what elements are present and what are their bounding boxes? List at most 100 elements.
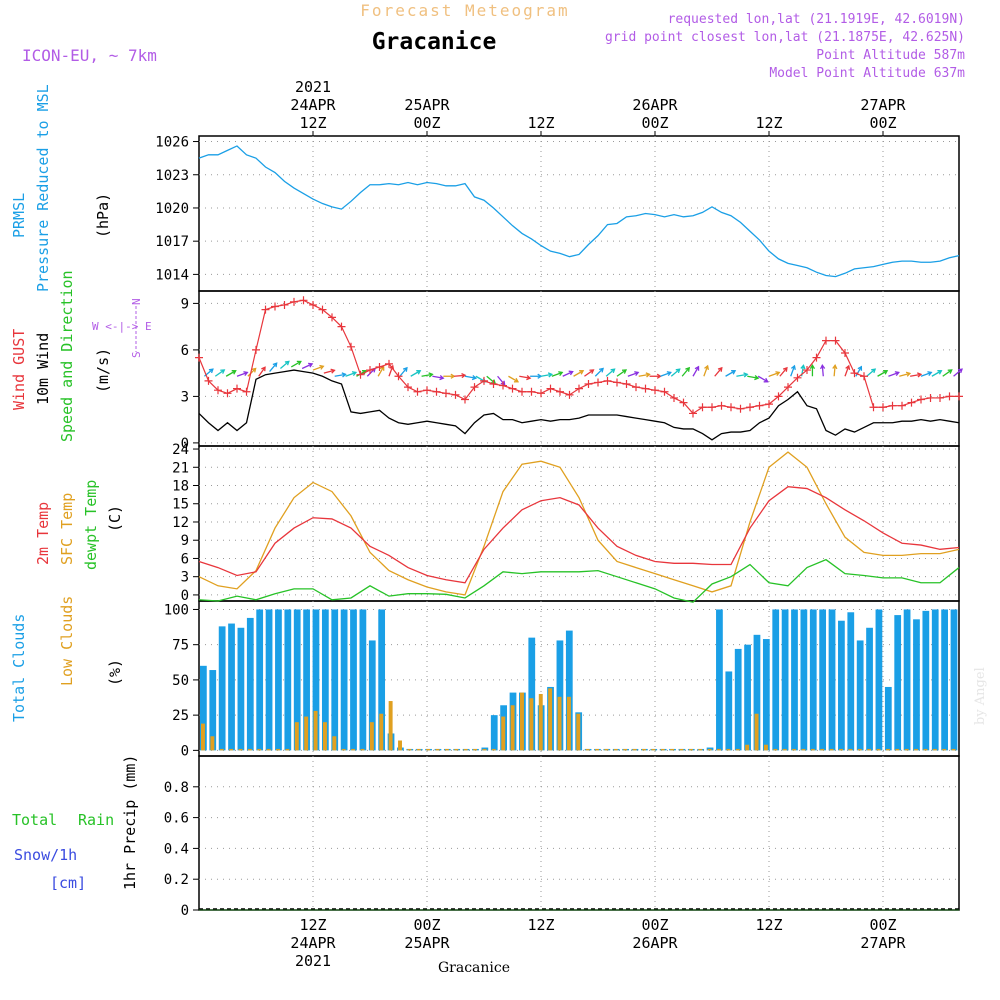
wind-arrowhead [220,369,226,374]
gust-marker [347,342,355,351]
total-cloud-bar [856,640,864,751]
location-title: Gracanice [372,29,497,55]
low-cloud-bar [623,748,628,751]
wind-arrowhead [461,372,467,379]
temp-sfc-label: SFC Temp [58,493,76,565]
wind-arrowhead [547,372,554,378]
wind-arrowhead [568,370,574,376]
gust-marker [755,401,764,410]
ytick-label: 18 [172,479,189,495]
gust-marker [442,389,450,398]
wind-arrowhead [685,366,691,372]
low-cloud-bar [566,696,571,751]
pressure-msl-label: Pressure Reduced to MSL [34,84,52,292]
low-cloud-bar [829,748,834,751]
total-cloud-bar [725,671,733,751]
gust-marker [309,300,317,309]
wind-direction-arrow [280,360,290,369]
wind-arrowhead [894,371,900,377]
wind-direction-arrow [290,360,302,368]
low-cloud-bar [482,748,487,751]
gust-marker [603,376,612,385]
wind-arrowhead [351,371,358,377]
gust-marker [413,387,422,396]
total-cloud-bar [819,609,827,751]
total-cloud-bar [490,715,498,751]
gust-marker [280,300,289,309]
requested-coords: requested lon,lat (21.1919E, 42.6019N) [668,12,965,27]
wind-arrowhead [471,375,478,381]
total-cloud-bar [772,609,780,751]
gust-marker [404,383,412,392]
low-cloud-bar [548,688,553,751]
total-label: Total [12,811,57,829]
wind-arrowhead [917,372,923,378]
gust-marker [318,305,327,314]
low-clouds-label: Low Clouds [58,596,76,686]
point-altitude: Point Altitude 587m [816,48,965,63]
wind-direction-arrow [562,371,573,377]
wind-direction-arrow [757,375,768,383]
wind-direction-arrow [920,371,932,377]
ytick-label: 0.2 [164,872,189,888]
gust-marker [242,387,251,396]
low-cloud-bar [651,748,656,751]
gust-marker [907,398,916,407]
wind-arrowhead [782,366,788,372]
low-cloud-bar [942,748,947,751]
wind-arrowhead [251,367,257,373]
low-cloud-bar [454,748,459,751]
wind-arrowhead [743,372,749,378]
low-cloud-bar [266,748,271,751]
wind-arrowhead [379,365,385,371]
low-cloud-bar [201,723,205,751]
gust-marker [698,403,707,412]
temp-panel-frame [198,445,960,602]
temp-2m-line [198,486,960,584]
wind-arrowhead [416,370,422,375]
low-cloud-bar [276,748,281,751]
prmsl-label: PRMSL [10,193,28,238]
total-cloud-bar [791,609,798,751]
total-cloud-bar [209,670,217,751]
gust-marker [898,401,906,410]
wind-direction-arrow [703,365,709,377]
gust-marker [518,387,526,396]
low-cloud-bar [520,692,524,751]
gust-marker [641,384,650,393]
low-cloud-bar [416,748,421,751]
gust-marker [765,400,773,409]
temp-labels: 2m Temp SFC Temp dewpt Temp (C) [34,480,124,570]
total-cloud-bar [256,609,264,751]
ytick-label: 9 [181,533,189,549]
wind-direction-arrow [573,370,584,377]
low-cloud-bar [895,748,900,751]
wind-arrowhead [883,370,889,375]
wind-direction-arrow [214,369,225,377]
wind-direction-arrow [356,370,367,377]
low-cloud-bar [360,748,365,751]
gust-marker [223,389,232,398]
total-cloud-bar [716,609,723,751]
wind-arrowhead [717,366,723,372]
gust-marker [879,403,887,412]
wind-speed-line [198,369,960,441]
wind-direction-arrow [605,368,615,377]
gust-marker [888,401,897,410]
gust-marker [917,395,925,404]
low-cloud-bar [857,748,862,751]
low-cloud-bar [595,748,600,751]
total-cloud-bar [312,609,320,751]
wind-direction-arrow [888,371,899,377]
total-cloud-bar [866,627,873,751]
ytick-label: 25 [172,708,189,724]
low-cloud-bar [613,748,618,751]
wind-direction-arrow [942,369,953,377]
ytick-label: 1017 [155,234,189,250]
low-cloud-bar [660,748,665,751]
low-cloud-bar [604,748,609,751]
low-cloud-bar [322,722,327,751]
top-time-label: 00Z [869,114,896,132]
